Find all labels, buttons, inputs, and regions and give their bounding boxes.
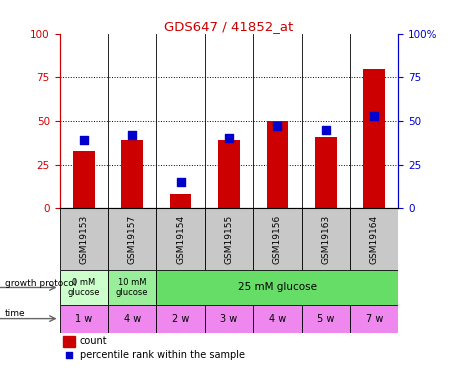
Text: GSM19156: GSM19156	[273, 214, 282, 264]
Point	[274, 123, 281, 129]
Text: 4 w: 4 w	[124, 314, 141, 324]
Point	[65, 352, 72, 358]
Bar	[60, 304, 108, 333]
Bar	[205, 304, 253, 333]
Text: count: count	[80, 336, 108, 346]
Point	[322, 127, 329, 133]
Bar	[60, 208, 108, 270]
Bar	[267, 121, 289, 208]
Text: 1 w: 1 w	[75, 314, 93, 324]
Bar	[108, 208, 156, 270]
Text: time: time	[5, 309, 25, 318]
Text: GSM19164: GSM19164	[370, 214, 379, 264]
Text: 4 w: 4 w	[269, 314, 286, 324]
Bar	[363, 69, 385, 208]
Bar	[108, 304, 156, 333]
Bar	[108, 270, 156, 304]
Point	[177, 179, 184, 185]
Text: 5 w: 5 w	[317, 314, 334, 324]
Bar	[63, 336, 75, 346]
Text: 2 w: 2 w	[172, 314, 189, 324]
Text: GSM19153: GSM19153	[79, 214, 88, 264]
Bar	[121, 140, 143, 208]
Bar	[253, 304, 302, 333]
Bar	[350, 304, 398, 333]
Title: GDS647 / 41852_at: GDS647 / 41852_at	[164, 20, 294, 33]
Bar	[169, 194, 191, 208]
Text: 0 mM
glucose: 0 mM glucose	[67, 278, 100, 297]
Bar	[302, 304, 350, 333]
Bar	[73, 150, 95, 208]
Text: GSM19154: GSM19154	[176, 214, 185, 264]
Text: 7 w: 7 w	[365, 314, 383, 324]
Text: 3 w: 3 w	[220, 314, 238, 324]
Bar	[205, 208, 253, 270]
Bar	[60, 270, 108, 304]
Bar	[350, 208, 398, 270]
Point	[129, 132, 136, 138]
Bar	[315, 136, 337, 208]
Text: GSM19157: GSM19157	[128, 214, 136, 264]
Text: GSM19155: GSM19155	[224, 214, 234, 264]
Point	[371, 113, 378, 119]
Text: percentile rank within the sample: percentile rank within the sample	[80, 350, 245, 360]
Text: growth protocol: growth protocol	[5, 279, 76, 288]
Bar	[302, 208, 350, 270]
Text: 10 mM
glucose: 10 mM glucose	[116, 278, 148, 297]
Text: GSM19163: GSM19163	[322, 214, 330, 264]
Bar	[156, 304, 205, 333]
Bar	[218, 140, 240, 208]
Point	[80, 137, 87, 143]
Bar	[253, 208, 302, 270]
Text: 25 mM glucose: 25 mM glucose	[238, 282, 317, 292]
Bar	[156, 208, 205, 270]
Bar	[156, 270, 398, 304]
Point	[225, 135, 233, 141]
